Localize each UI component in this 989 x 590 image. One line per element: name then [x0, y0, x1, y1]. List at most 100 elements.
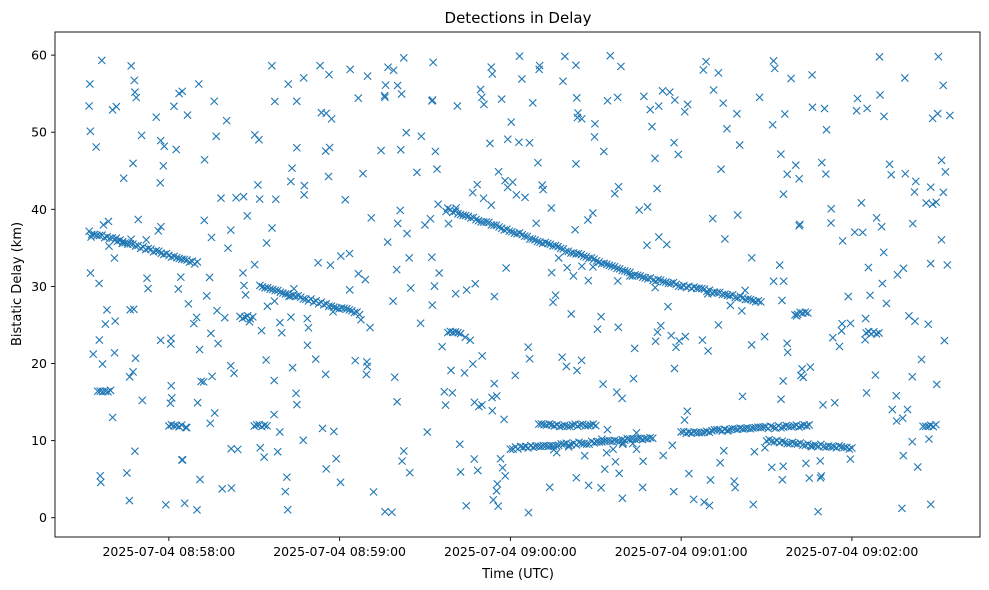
data-point: [864, 263, 873, 272]
data-point: [277, 328, 286, 337]
data-point: [241, 290, 250, 299]
data-point: [104, 217, 113, 226]
data-point: [911, 177, 920, 186]
data-point: [178, 87, 187, 96]
data-point: [713, 425, 722, 434]
data-point: [872, 213, 881, 222]
data-point: [898, 414, 907, 423]
data-point: [658, 86, 667, 95]
data-point: [193, 257, 202, 266]
data-point: [659, 277, 668, 286]
data-point: [760, 443, 769, 452]
data-point: [340, 304, 349, 313]
data-point: [270, 410, 279, 419]
data-point: [441, 401, 450, 410]
data-point: [350, 308, 359, 317]
data-point: [572, 93, 581, 102]
data-point: [430, 282, 439, 291]
data-point: [716, 458, 725, 467]
data-point: [750, 447, 759, 456]
data-point: [210, 409, 219, 418]
data-point: [130, 447, 139, 456]
data-point: [433, 165, 441, 174]
data-point: [775, 261, 784, 270]
data-point: [156, 336, 165, 345]
data-point: [722, 124, 731, 133]
data-point: [680, 107, 689, 116]
data-point: [756, 298, 765, 306]
data-point: [515, 52, 524, 61]
data-point: [683, 407, 692, 416]
data-point: [185, 258, 194, 267]
data-point: [252, 420, 261, 429]
data-point: [770, 64, 779, 73]
data-point: [646, 105, 655, 114]
data-point: [838, 319, 847, 328]
data-point: [129, 367, 138, 376]
data-point: [494, 502, 503, 511]
data-point: [610, 436, 619, 445]
data-point: [192, 313, 201, 322]
data-point: [292, 97, 301, 106]
data-point: [615, 469, 624, 478]
data-point: [130, 88, 139, 97]
data-point: [169, 102, 178, 111]
data-point: [276, 288, 285, 297]
data-point: [795, 220, 804, 229]
data-point: [111, 317, 120, 326]
data-point: [448, 208, 457, 217]
data-point: [730, 477, 739, 486]
data-point: [336, 478, 345, 487]
data-point: [803, 309, 812, 318]
data-point: [643, 203, 652, 212]
data-point: [224, 244, 233, 253]
data-point: [802, 421, 811, 430]
data-point: [618, 266, 627, 275]
data-point: [118, 237, 127, 246]
data-point: [142, 235, 151, 244]
data-point: [733, 211, 742, 219]
data-point: [362, 357, 371, 366]
data-point: [366, 323, 374, 332]
data-point: [779, 377, 788, 386]
data-point: [612, 388, 621, 397]
data-point: [573, 366, 582, 375]
data-point: [623, 267, 632, 276]
data-point: [571, 159, 580, 168]
data-point: [669, 487, 678, 496]
data-point: [96, 471, 105, 480]
data-point: [275, 318, 284, 327]
data-point: [830, 398, 839, 407]
data-point: [552, 441, 561, 450]
data-point: [656, 321, 665, 330]
data-point: [910, 187, 919, 196]
data-point: [363, 72, 372, 81]
data-point: [618, 494, 627, 503]
data-point: [468, 360, 477, 369]
data-point: [697, 284, 706, 293]
data-point: [633, 271, 642, 280]
data-point: [492, 391, 501, 400]
data-point: [176, 273, 185, 282]
data-point: [875, 52, 884, 61]
data-point: [156, 178, 165, 187]
x-tick-label: 2025-07-04 09:00:00: [444, 544, 577, 559]
data-point: [738, 392, 747, 401]
data-point: [138, 396, 147, 405]
data-point: [940, 336, 949, 345]
data-point: [455, 440, 464, 449]
data-point: [783, 339, 792, 348]
data-point: [412, 168, 421, 177]
data-point: [248, 312, 257, 321]
data-point: [262, 239, 271, 247]
data-point: [675, 336, 684, 345]
data-point: [314, 258, 323, 267]
data-point: [588, 209, 597, 218]
data-point: [336, 252, 345, 261]
data-point: [613, 277, 622, 285]
data-point: [106, 386, 115, 395]
data-point: [356, 315, 365, 324]
data-point: [286, 177, 295, 186]
data-point: [89, 350, 98, 359]
